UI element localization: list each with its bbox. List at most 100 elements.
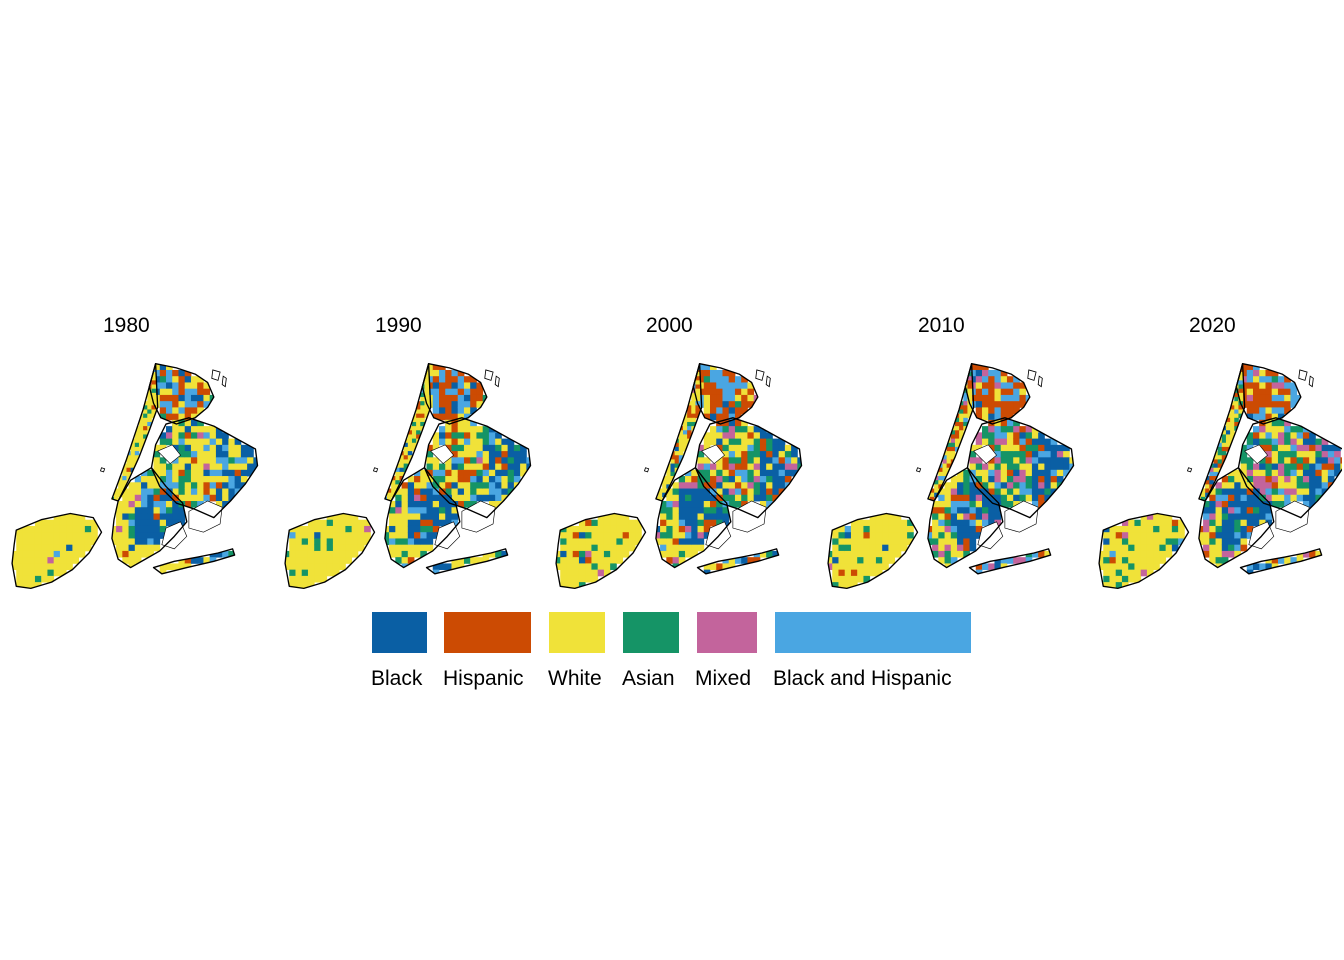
census-tract	[716, 494, 723, 502]
census-tract	[666, 550, 673, 558]
census-tract	[944, 482, 952, 489]
census-tract	[703, 525, 711, 533]
census-tract	[457, 376, 465, 383]
census-tract	[572, 569, 580, 577]
census-tract	[994, 394, 1002, 402]
census-tract	[420, 519, 427, 527]
census-tract	[395, 538, 402, 546]
census-tract	[345, 513, 353, 521]
census-tract	[585, 575, 592, 583]
census-tract	[1309, 444, 1316, 452]
census-tract	[53, 550, 61, 558]
census-tract	[994, 432, 1002, 440]
census-tract	[734, 494, 742, 502]
census-tract	[722, 488, 730, 496]
census-tract	[722, 438, 730, 446]
census-tract	[1031, 432, 1039, 440]
census-tract	[432, 476, 440, 483]
census-tract	[166, 388, 173, 396]
census-tract	[126, 455, 132, 460]
census-tract	[332, 513, 340, 521]
census-tract	[118, 476, 123, 481]
census-tract	[1259, 444, 1266, 452]
census-tract	[1006, 482, 1014, 489]
census-tract	[307, 569, 315, 577]
census-tract	[501, 550, 509, 558]
census-tract	[326, 532, 334, 539]
census-tract	[703, 444, 711, 452]
census-tract	[728, 376, 736, 383]
census-tract	[1019, 432, 1027, 440]
census-tract	[1215, 482, 1223, 489]
census-tract	[407, 446, 413, 452]
census-tract	[178, 451, 186, 458]
borough-outline-statenI	[555, 512, 647, 590]
census-tract	[560, 538, 567, 546]
census-tract	[66, 519, 73, 527]
census-tract	[416, 409, 421, 415]
census-tract	[285, 557, 290, 564]
census-tract	[900, 532, 908, 539]
census-tract	[184, 438, 192, 446]
census-tract	[234, 482, 242, 489]
census-tract	[838, 525, 846, 533]
census-tract	[585, 550, 592, 558]
census-tract	[716, 463, 723, 471]
census-tract	[603, 550, 611, 558]
census-tract	[691, 401, 696, 406]
census-tract	[1006, 557, 1014, 564]
census-tract	[209, 557, 217, 564]
census-tract	[832, 569, 839, 577]
census-tract	[1013, 419, 1020, 427]
census-tract	[451, 394, 459, 402]
census-tract	[22, 538, 30, 546]
census-tract	[1128, 575, 1135, 583]
census-tract	[741, 438, 748, 446]
census-tract	[1228, 513, 1235, 521]
census-tract	[975, 407, 983, 415]
census-tract	[1013, 482, 1020, 489]
census-tract	[838, 582, 846, 589]
census-tract	[666, 467, 671, 473]
census-tract	[1056, 457, 1064, 464]
census-tract	[116, 525, 123, 533]
census-tract	[407, 442, 413, 448]
census-tract	[420, 469, 427, 477]
census-tract	[610, 525, 617, 533]
census-tract	[660, 525, 667, 533]
census-tract	[153, 363, 161, 371]
census-tract	[426, 525, 434, 533]
census-tract	[1165, 532, 1173, 539]
census-tract	[674, 442, 680, 448]
legend-label: White	[548, 667, 602, 690]
census-tract	[869, 550, 877, 558]
census-tract	[314, 544, 321, 552]
census-tract	[1140, 525, 1148, 533]
census-tract	[994, 388, 1002, 396]
census-tract	[975, 444, 983, 452]
census-tract	[875, 519, 883, 527]
borough-outline-manhattan	[1198, 363, 1246, 502]
census-tract	[1031, 501, 1039, 508]
census-tract	[320, 569, 328, 577]
census-tract	[141, 494, 148, 502]
census-tract	[445, 469, 452, 477]
census-tract	[1209, 557, 1216, 564]
census-tract	[1230, 413, 1235, 419]
census-tract	[351, 538, 359, 546]
census-tract	[1013, 382, 1020, 390]
census-tract	[1140, 569, 1148, 577]
census-tract	[84, 532, 92, 539]
census-tract	[1290, 438, 1298, 446]
census-tract	[78, 544, 86, 552]
census-tract	[1302, 501, 1310, 508]
census-tract	[351, 525, 359, 533]
census-tract	[1006, 463, 1014, 471]
census-tract	[1038, 457, 1045, 464]
census-tract	[1228, 482, 1235, 489]
census-tract	[988, 438, 995, 446]
census-tract	[722, 457, 730, 464]
census-tract	[784, 476, 792, 483]
census-tract	[407, 488, 415, 496]
census-tract	[59, 550, 67, 558]
